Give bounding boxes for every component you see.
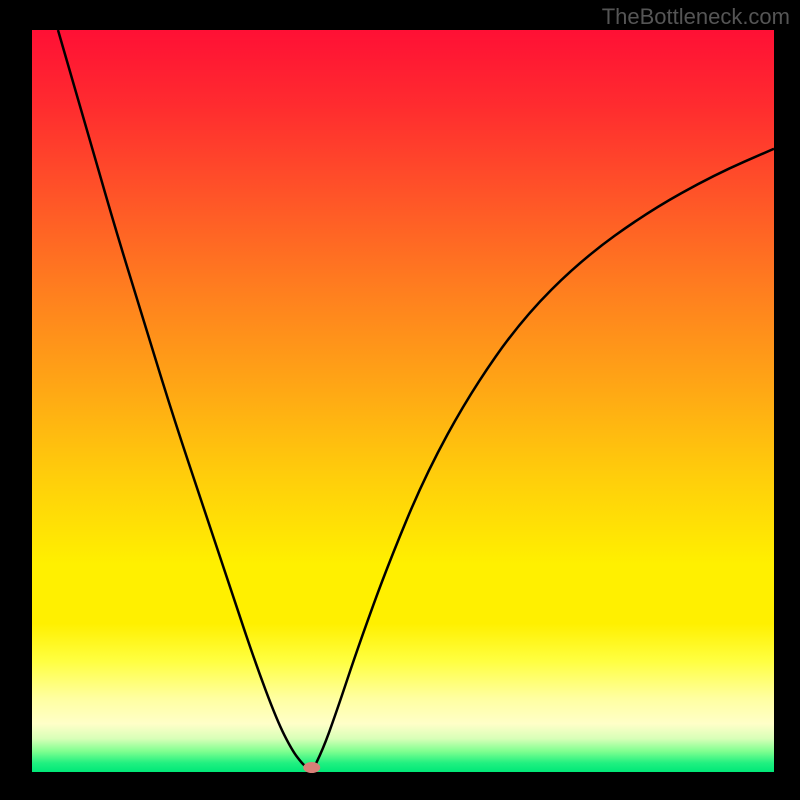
watermark-text: TheBottleneck.com: [602, 4, 790, 30]
minimum-marker: [304, 763, 320, 773]
chart-container: TheBottleneck.com: [0, 0, 800, 800]
bottleneck-chart: [0, 0, 800, 800]
chart-plot-background: [32, 30, 774, 772]
